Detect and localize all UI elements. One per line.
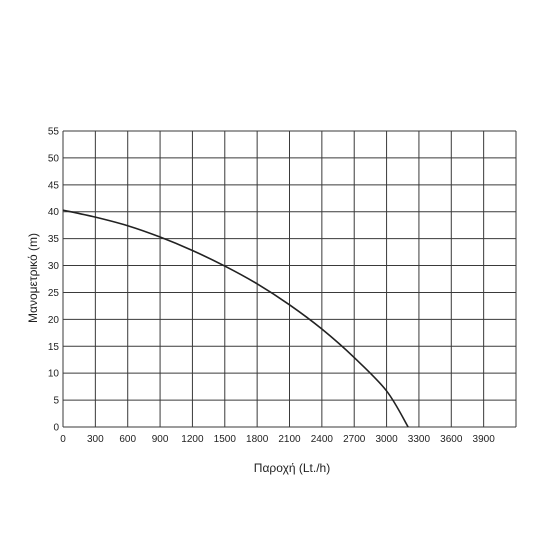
x-axis-title: Παροχή (Lt./h) [254,461,330,475]
y-tick-label: 25 [48,288,60,299]
y-tick-label: 45 [48,180,60,191]
y-tick-label: 5 [53,396,59,407]
series-layer [62,209,409,428]
x-tick-label: 2400 [311,434,334,445]
y-tick-label: 15 [48,342,60,353]
y-axis-ticks: 0 5 10 15 20 25 30 35 40 45 50 55 [48,127,60,434]
x-tick-label: 2700 [343,434,366,445]
x-tick-label: 900 [152,434,169,445]
x-axis-ticks: 0 300 600 900 1200 1500 1800 2100 2400 2700 3000 33… [60,434,495,445]
x-tick-label: 3300 [408,434,431,445]
x-tick-label: 1200 [181,434,204,445]
x-tick-label: 3900 [473,434,496,445]
x-tick-label: 2100 [278,434,301,445]
x-tick-label: 300 [87,434,104,445]
y-tick-label: 55 [48,127,60,138]
x-tick-label: 3600 [440,434,463,445]
grid [62,130,517,428]
x-tick-label: 3000 [375,434,398,445]
pump-curve-line [62,209,409,428]
y-tick-label: 50 [48,153,60,164]
x-tick-label: 1500 [214,434,237,445]
y-tick-label: 0 [53,423,59,434]
x-tick-label: 0 [60,434,66,445]
y-tick-label: 20 [48,315,60,326]
y-tick-label: 30 [48,261,60,272]
y-axis-title: Μανομετρικό (m) [26,233,40,323]
x-tick-label: 600 [119,434,136,445]
x-tick-label: 1800 [246,434,269,445]
y-tick-label: 35 [48,234,60,245]
y-tick-label: 10 [48,369,60,380]
y-tick-label: 40 [48,207,60,218]
